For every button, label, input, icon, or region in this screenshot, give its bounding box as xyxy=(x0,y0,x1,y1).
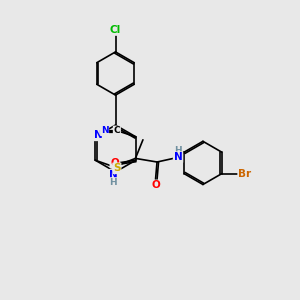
Text: S: S xyxy=(113,163,121,173)
Text: Br: Br xyxy=(238,169,251,179)
Text: N: N xyxy=(101,126,108,135)
Text: C: C xyxy=(114,126,120,135)
Text: H: H xyxy=(174,146,182,155)
Text: N: N xyxy=(174,152,182,162)
Text: N: N xyxy=(109,170,118,180)
Text: N: N xyxy=(94,130,103,140)
Text: O: O xyxy=(110,158,119,168)
Text: H: H xyxy=(110,178,117,187)
Text: Cl: Cl xyxy=(110,25,121,35)
Text: O: O xyxy=(151,180,160,190)
